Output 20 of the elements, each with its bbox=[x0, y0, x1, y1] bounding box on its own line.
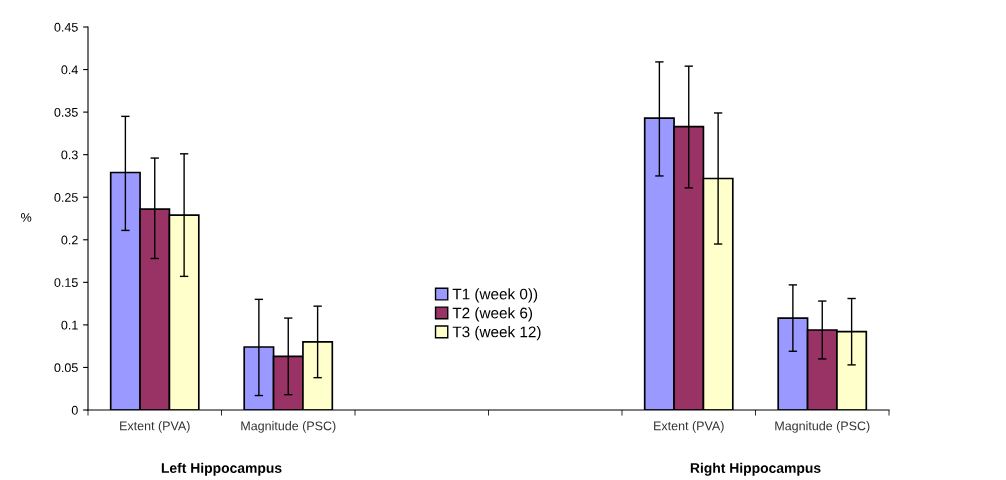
y-tick-label: 0.25 bbox=[54, 193, 78, 202]
y-tick-label: 0.15 bbox=[54, 278, 78, 287]
y-tick-label: 0.2 bbox=[61, 235, 78, 245]
y-tick-label: 0.45 bbox=[54, 22, 78, 32]
legend-label: T2 (week 6) bbox=[452, 307, 533, 322]
x-tick-label: Magnitude (PSC) bbox=[775, 421, 870, 433]
x-tick-label: Extent (PVA) bbox=[654, 421, 724, 433]
y-tick-label: 0.3 bbox=[61, 150, 78, 160]
x-tick-label: Magnitude (PSC) bbox=[241, 421, 336, 433]
legend-label: T3 (week 12) bbox=[452, 326, 541, 341]
y-axis-title: % bbox=[21, 213, 32, 222]
x-tick-label: Extent (PVA) bbox=[120, 421, 190, 433]
y-tick-label: 0 bbox=[71, 405, 78, 415]
y-tick-label: 0.4 bbox=[61, 65, 78, 75]
legend-label: T1 (week 0)) bbox=[452, 288, 538, 303]
y-tick-label: 0.1 bbox=[61, 320, 78, 330]
text: Left Hippocampus bbox=[161, 462, 282, 476]
y-tick-label: 0.35 bbox=[54, 107, 78, 117]
y-tick-label: 0.05 bbox=[54, 363, 78, 373]
text: Right Hippocampus bbox=[690, 462, 821, 476]
